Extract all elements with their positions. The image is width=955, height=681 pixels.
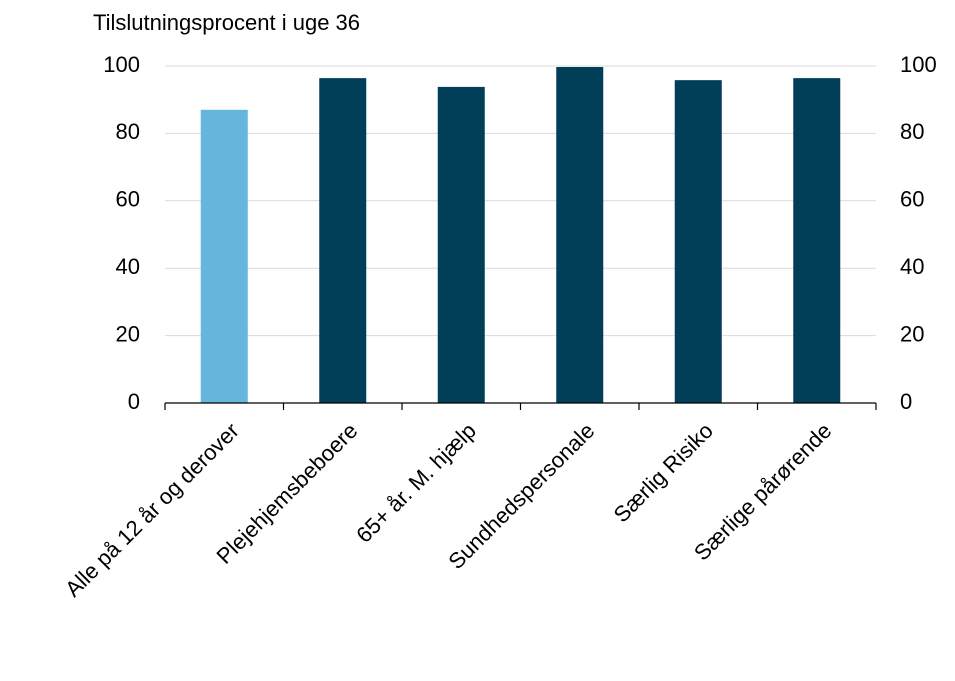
x-tick-label: Særlig Risiko xyxy=(609,418,718,527)
bar xyxy=(319,78,367,404)
y-tick-label: 40 xyxy=(116,254,140,279)
y2-tick-label: 40 xyxy=(900,254,924,279)
bar xyxy=(674,80,722,404)
bar xyxy=(200,109,248,403)
y-tick-label: 80 xyxy=(116,119,140,144)
chart-title: Tilslutningsprocent i uge 36 xyxy=(93,10,360,35)
x-tick-label: 65+ år. M. hjælp xyxy=(351,418,481,548)
x-tick-label: Alle på 12 år og derover xyxy=(60,418,244,602)
y2-tick-label: 60 xyxy=(900,187,924,212)
y2-tick-label: 80 xyxy=(900,119,924,144)
y-tick-label: 100 xyxy=(103,52,140,77)
bar xyxy=(556,67,604,404)
y-tick-label: 0 xyxy=(128,389,140,414)
y2-tick-label: 0 xyxy=(900,389,912,414)
bar xyxy=(437,86,485,404)
bar xyxy=(793,78,841,404)
y-tick-label: 60 xyxy=(116,187,140,212)
y2-tick-label: 20 xyxy=(900,321,924,346)
y2-tick-label: 100 xyxy=(900,52,937,77)
y-tick-label: 20 xyxy=(116,321,140,346)
